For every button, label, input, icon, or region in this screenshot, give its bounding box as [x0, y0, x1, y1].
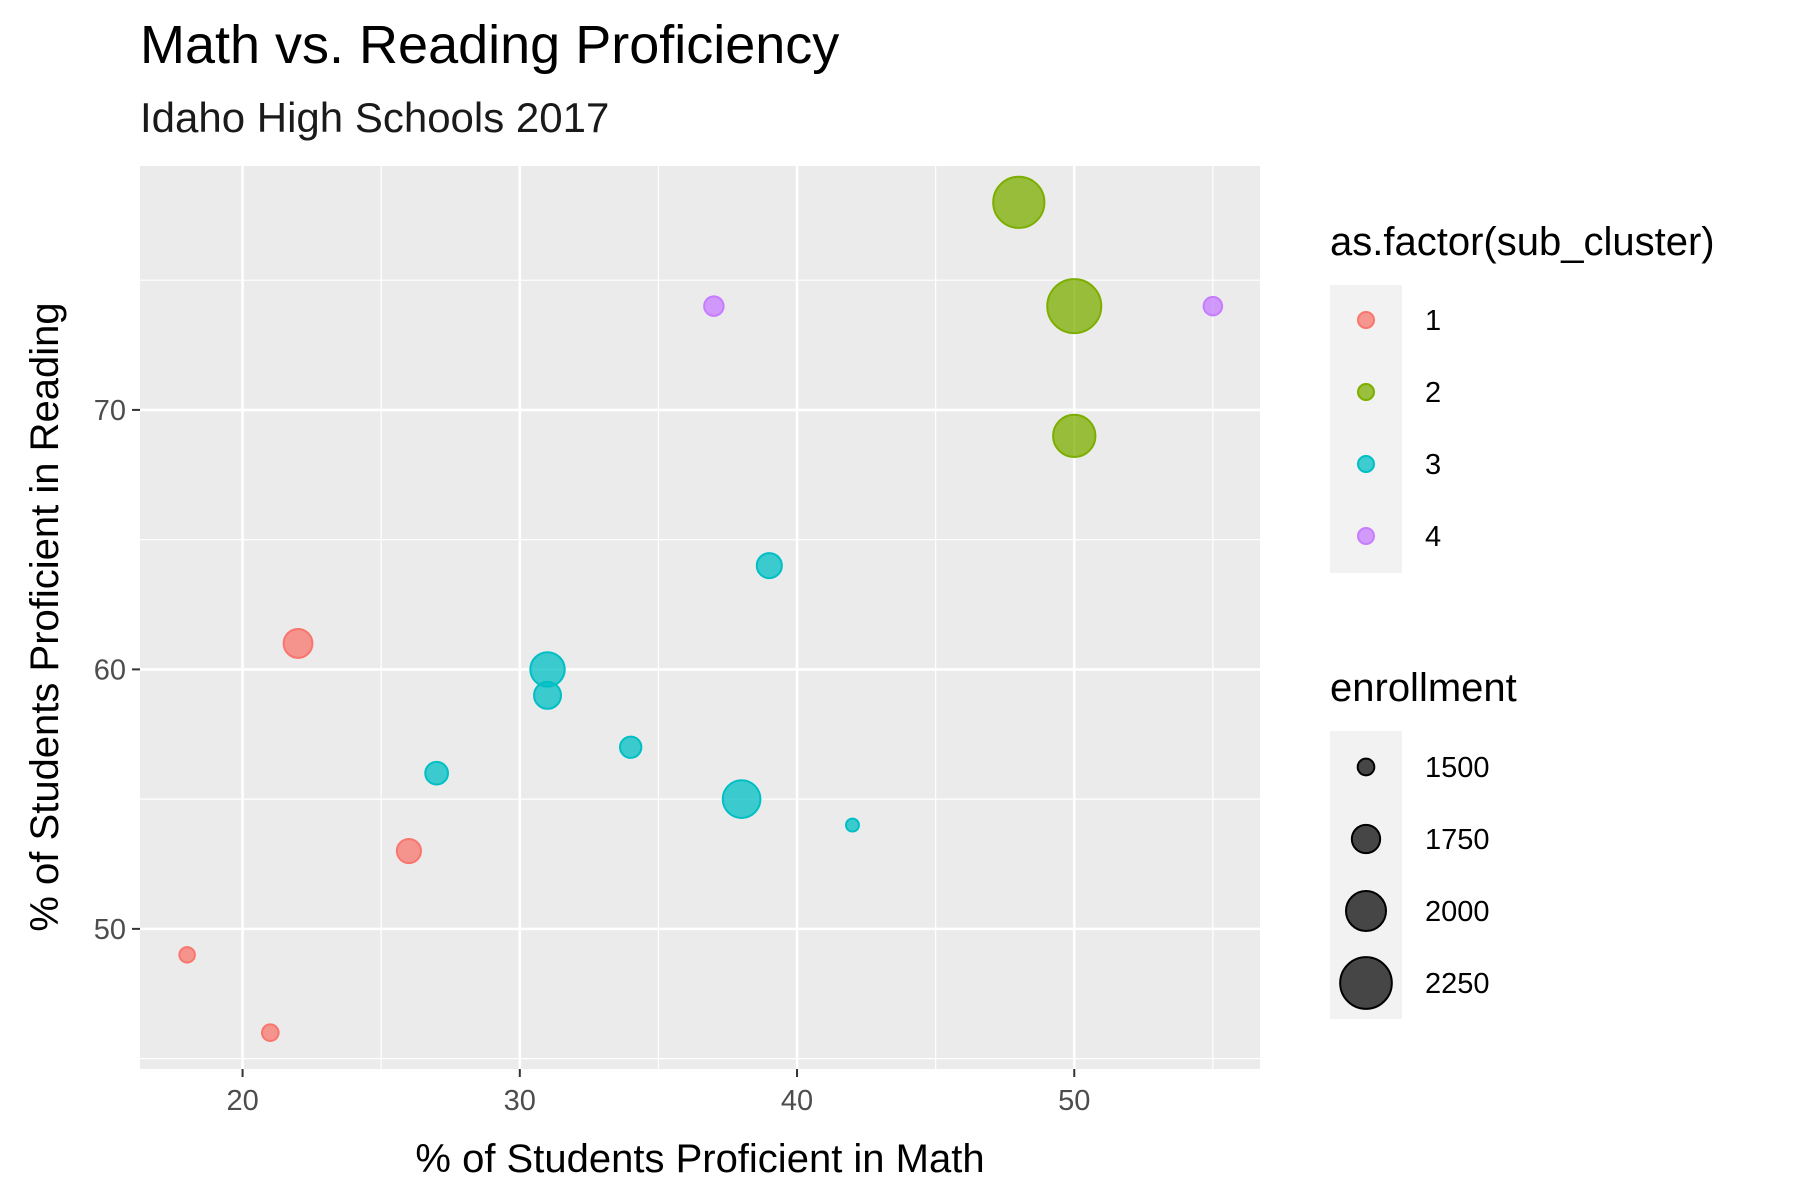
- scatter-point-cluster-3: [755, 552, 783, 580]
- y-tick-label: 50: [94, 914, 126, 946]
- color-legend-label: 1: [1425, 305, 1441, 337]
- scatter-point-cluster-2: [992, 175, 1046, 229]
- color-legend-key: [1357, 527, 1375, 545]
- scatter-point-cluster-2: [1052, 413, 1097, 459]
- scatter-point-cluster-3: [721, 779, 762, 819]
- color-legend-label: 4: [1425, 521, 1441, 553]
- size-legend-key: [1339, 956, 1393, 1010]
- color-legend-label: 3: [1425, 449, 1441, 481]
- size-legend: 1500 1750 2000 2250: [1339, 752, 1490, 1010]
- color-legend-keys-background: [1330, 285, 1402, 573]
- scatter-point-cluster-1: [178, 946, 196, 964]
- x-tick-label: 50: [1058, 1085, 1090, 1117]
- scatter-point-cluster-1: [395, 837, 422, 865]
- size-legend-key: [1350, 823, 1382, 855]
- x-tick-label: 20: [226, 1085, 258, 1117]
- scatter-point-cluster-3: [424, 760, 450, 786]
- size-legend-key: [1356, 757, 1376, 777]
- scatter-point-cluster-1: [282, 628, 314, 659]
- color-legend-key: [1357, 455, 1375, 473]
- scatter-point-cluster-4: [703, 295, 725, 317]
- color-legend-key: [1357, 311, 1375, 329]
- scatter-point-cluster-3: [533, 680, 562, 710]
- scatter-point-cluster-3: [845, 817, 860, 833]
- size-legend-label: 2250: [1425, 968, 1490, 1000]
- size-legend-label: 1500: [1425, 752, 1490, 784]
- y-tick-label: 60: [94, 654, 126, 686]
- axis-ticks: 20 30 40 50 50 60 70: [94, 395, 1091, 1117]
- size-legend-label: 2000: [1425, 896, 1490, 928]
- x-axis-title: % of Students Proficient in Math: [415, 1137, 984, 1181]
- size-legend-key: [1345, 890, 1387, 932]
- color-legend-label: 2: [1425, 377, 1441, 409]
- chart-title: Math vs. Reading Proficiency: [140, 15, 839, 75]
- x-tick-label: 30: [504, 1085, 536, 1117]
- scatter-point-cluster-3: [619, 735, 643, 759]
- chart-subtitle: Idaho High Schools 2017: [140, 94, 609, 141]
- data-points: [178, 175, 1224, 1043]
- scatter-point-cluster-1: [260, 1023, 280, 1043]
- y-tick-label: 70: [94, 395, 126, 427]
- size-legend-label: 1750: [1425, 824, 1490, 856]
- color-legend-title: as.factor(sub_cluster): [1330, 220, 1715, 264]
- grid-major: [140, 166, 1260, 1069]
- scatter-point-cluster-4: [1202, 295, 1224, 317]
- size-legend-title: enrollment: [1330, 666, 1517, 710]
- x-tick-label: 40: [781, 1085, 813, 1117]
- color-legend-key: [1357, 383, 1375, 401]
- y-axis-title: % of Students Proficient in Reading: [23, 302, 67, 931]
- scatter-point-cluster-2: [1046, 278, 1103, 335]
- color-legend: 1 2 3 4: [1357, 305, 1441, 553]
